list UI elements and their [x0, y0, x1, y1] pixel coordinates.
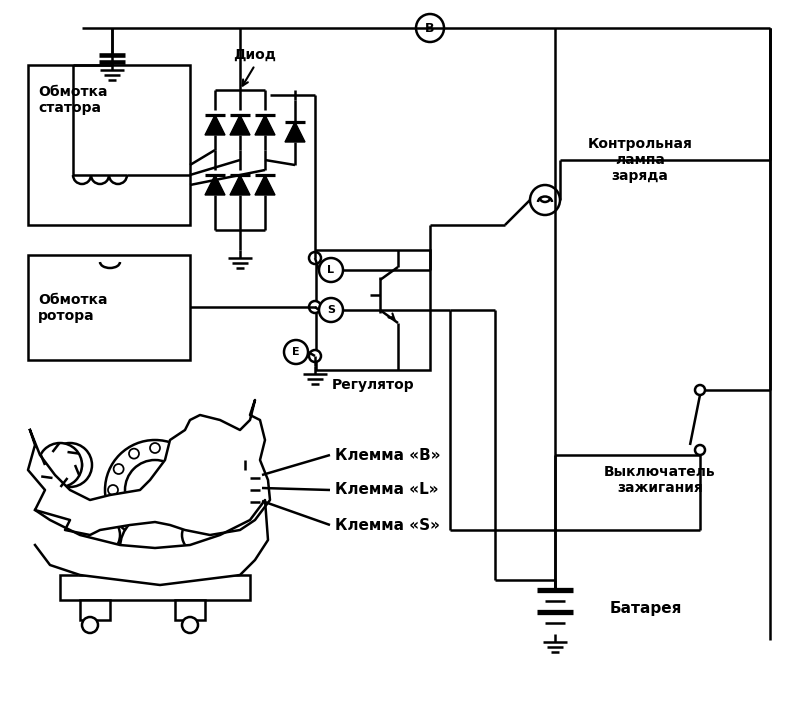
Circle shape — [82, 617, 98, 633]
Bar — [235, 470, 260, 515]
Bar — [175, 600, 205, 620]
Circle shape — [319, 258, 343, 282]
Text: Клемма «S»: Клемма «S» — [335, 518, 440, 533]
Circle shape — [309, 252, 321, 264]
Circle shape — [129, 449, 139, 459]
Text: Контрольная
лампа
заряда: Контрольная лампа заряда — [587, 137, 693, 183]
Polygon shape — [230, 115, 250, 135]
Circle shape — [120, 513, 190, 583]
Circle shape — [186, 506, 196, 516]
Polygon shape — [230, 175, 250, 195]
Bar — [60, 575, 250, 600]
Circle shape — [530, 185, 560, 215]
Bar — [28, 255, 190, 360]
Polygon shape — [205, 115, 225, 135]
Bar — [28, 65, 190, 225]
Circle shape — [416, 14, 444, 42]
Polygon shape — [255, 175, 275, 195]
Circle shape — [80, 515, 120, 555]
Circle shape — [105, 440, 205, 540]
Circle shape — [48, 443, 92, 487]
Circle shape — [182, 617, 198, 633]
Circle shape — [108, 485, 118, 495]
Text: S: S — [327, 305, 335, 315]
Circle shape — [150, 527, 160, 537]
Text: Батарея: Батарея — [610, 600, 682, 615]
Circle shape — [114, 464, 124, 474]
Circle shape — [58, 453, 82, 477]
Circle shape — [182, 517, 218, 553]
Text: Обмотка
статора: Обмотка статора — [38, 85, 107, 115]
Bar — [80, 600, 110, 620]
Circle shape — [309, 301, 321, 313]
Circle shape — [192, 485, 202, 495]
Circle shape — [309, 350, 321, 362]
Circle shape — [284, 340, 308, 364]
Polygon shape — [35, 500, 268, 585]
Text: Обмотка
ротора: Обмотка ротора — [38, 293, 107, 323]
Text: E: E — [292, 347, 300, 357]
Text: Регулятор: Регулятор — [332, 378, 414, 392]
Circle shape — [319, 298, 343, 322]
Circle shape — [129, 521, 139, 531]
Circle shape — [171, 449, 181, 459]
Circle shape — [38, 443, 82, 487]
Circle shape — [125, 460, 185, 520]
Polygon shape — [28, 400, 270, 535]
Polygon shape — [255, 115, 275, 135]
Circle shape — [695, 445, 705, 455]
Polygon shape — [205, 175, 225, 195]
Text: L: L — [327, 265, 334, 275]
Text: Клемма «B»: Клемма «B» — [335, 447, 441, 462]
Text: Выключатель
зажигания: Выключатель зажигания — [604, 465, 716, 495]
Bar — [316, 250, 430, 370]
Circle shape — [695, 385, 705, 395]
Circle shape — [114, 506, 124, 516]
Circle shape — [145, 480, 165, 500]
Text: Клемма «L»: Клемма «L» — [335, 482, 438, 498]
Text: Диод: Диод — [234, 48, 277, 62]
Circle shape — [186, 464, 196, 474]
Circle shape — [171, 521, 181, 531]
Polygon shape — [285, 122, 305, 142]
Circle shape — [150, 443, 160, 453]
Text: B: B — [426, 22, 434, 35]
